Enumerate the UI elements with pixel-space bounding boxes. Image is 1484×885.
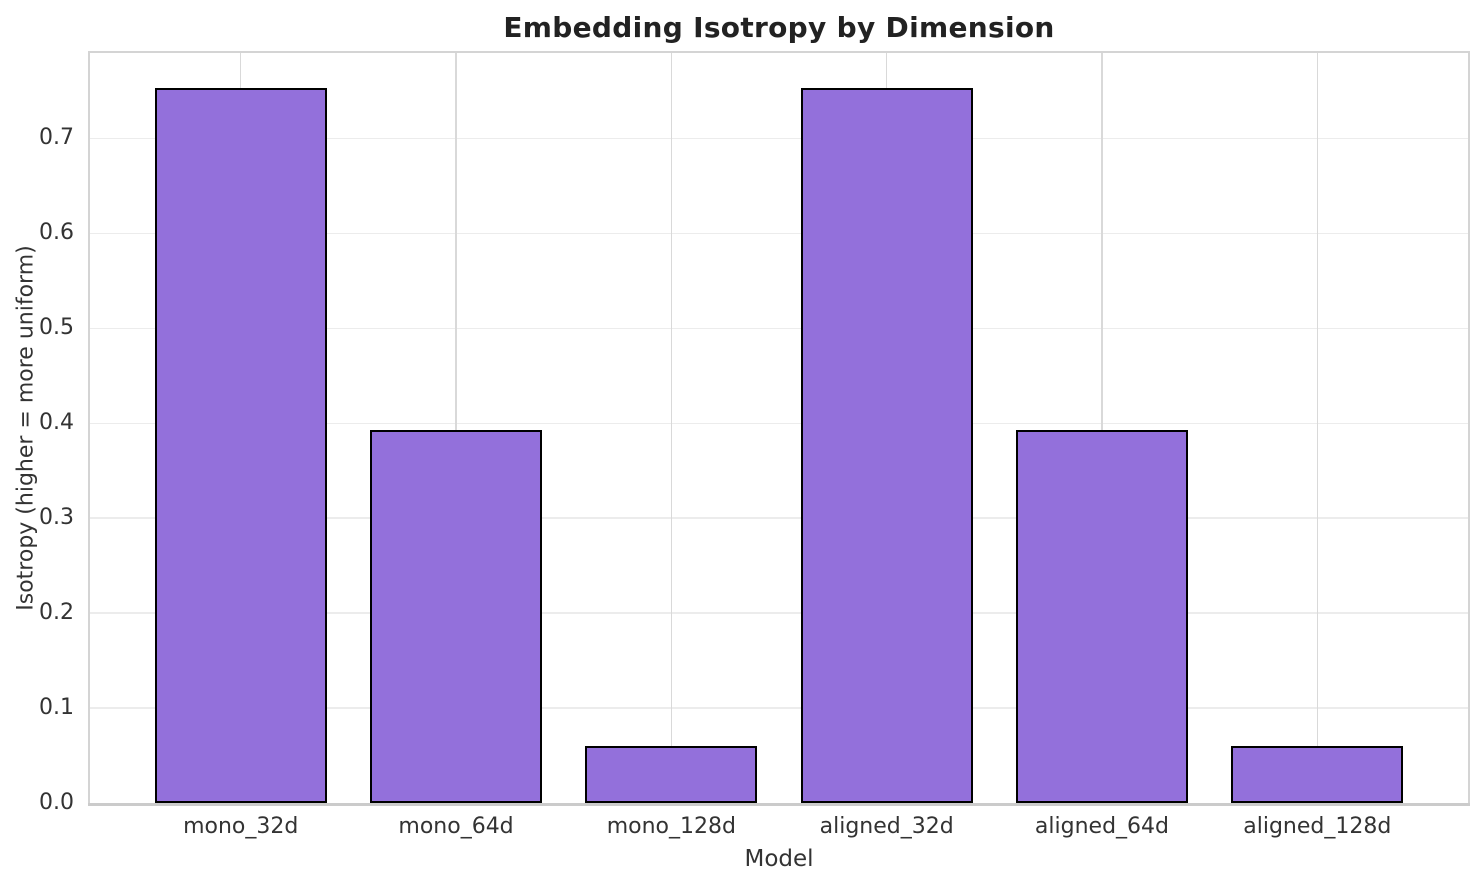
- bar-aligned_32d: [800, 88, 973, 803]
- x-tick-label: aligned_64d: [1034, 814, 1170, 839]
- y-tick-label: 0.3: [39, 505, 74, 531]
- x-axis-line: [88, 803, 1470, 806]
- y-tick-label: 0.6: [39, 220, 74, 246]
- y-gridline: [90, 707, 1468, 709]
- y-axis-line: [88, 51, 90, 803]
- x-tick-label: aligned_32d: [819, 814, 954, 839]
- plot-spine-right: [1468, 51, 1470, 803]
- x-tick-label: mono_128d: [606, 814, 736, 839]
- y-tick-label: 0.5: [39, 315, 74, 341]
- y-gridline: [90, 517, 1468, 519]
- bar-aligned_128d: [1231, 746, 1404, 803]
- y-tick-label: 0.4: [39, 410, 74, 436]
- bar-mono_128d: [585, 746, 758, 803]
- x-gridline: [1316, 53, 1319, 803]
- y-tick-label: 0.7: [39, 125, 74, 151]
- x-tick-label: aligned_128d: [1243, 814, 1392, 839]
- x-gridline: [1101, 53, 1103, 803]
- bar-mono_64d: [369, 429, 543, 803]
- plot-area: [88, 51, 1470, 806]
- y-gridline: [90, 612, 1468, 614]
- bar-aligned_64d: [1015, 429, 1189, 803]
- x-tick-label: mono_64d: [398, 814, 514, 839]
- x-gridline: [670, 53, 673, 803]
- x-axis-tick-labels: mono_32d mono_64d mono_128d aligned_32d alig…: [90, 814, 1468, 842]
- y-tick-label: 0.0: [39, 790, 74, 815]
- y-gridline: [90, 137, 1468, 140]
- bar-mono_32d: [154, 88, 327, 803]
- plot-spine-top: [88, 51, 1470, 53]
- y-tick-label: 0.1: [39, 695, 74, 721]
- y-gridline: [90, 327, 1468, 330]
- y-gridline: [90, 232, 1468, 235]
- x-gridline: [455, 53, 457, 803]
- chart-title: Embedding Isotropy by Dimension: [503, 11, 1055, 44]
- x-axis-label: Model: [744, 846, 814, 872]
- x-tick-label: mono_32d: [183, 814, 299, 839]
- y-tick-label: 0.2: [39, 600, 74, 626]
- y-axis-tick-labels: 0.0 0.1 0.2 0.3 0.4 0.5 0.6 0.7: [0, 53, 80, 815]
- y-gridline: [90, 422, 1468, 424]
